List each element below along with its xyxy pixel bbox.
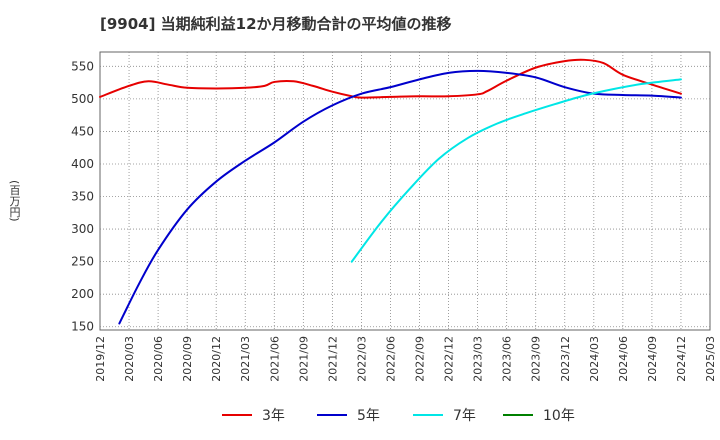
y-tick-label: 550 — [71, 59, 94, 73]
legend-label: 10年 — [543, 408, 575, 424]
y-tick-label: 200 — [71, 287, 94, 301]
x-tick-label: 2022/06 — [384, 336, 397, 382]
y-tick-label: 300 — [71, 222, 94, 236]
x-tick-label: 2022/03 — [355, 336, 368, 382]
legend-item: 3年 — [222, 404, 285, 426]
legend-swatch — [222, 414, 252, 416]
y-tick-label: 350 — [71, 190, 94, 204]
legend-swatch — [317, 414, 347, 416]
y-tick-label: 500 — [71, 92, 94, 106]
x-tick-label: 2020/06 — [152, 336, 165, 382]
legend-item: 10年 — [503, 404, 575, 426]
x-tick-label: 2024/03 — [588, 336, 601, 382]
chart-title: [9904] 当期純利益12か月移動合計の平均値の推移 — [100, 15, 452, 33]
series-line-5年 — [118, 69, 682, 325]
legend-swatch — [503, 414, 533, 416]
x-tick-label: 2019/12 — [94, 336, 107, 382]
x-tick-label: 2023/06 — [501, 336, 514, 382]
y-tick-label: 400 — [71, 157, 94, 171]
x-tick-label: 2024/06 — [617, 336, 630, 382]
series-line-3年 — [99, 58, 682, 99]
chart-legend: 3年 5年 7年 10年 — [0, 404, 720, 426]
x-tick-label: 2021/06 — [268, 336, 281, 382]
plot-frame — [99, 51, 711, 331]
x-tick-label: 2022/12 — [443, 336, 456, 382]
x-tick-label: 2020/03 — [123, 336, 136, 382]
legend-item: 5年 — [317, 404, 380, 426]
legend-item: 7年 — [413, 404, 476, 426]
x-tick-label: 2021/12 — [326, 336, 339, 382]
x-tick-label: 2020/12 — [210, 336, 223, 382]
y-axis-label: (百万円) — [8, 180, 21, 222]
y-tick-label: 450 — [71, 124, 94, 138]
x-tick-label: 2021/03 — [239, 336, 252, 382]
x-tick-label: 2025/03 — [704, 336, 717, 382]
y-tick-label: 250 — [71, 255, 94, 269]
x-tick-label: 2023/12 — [559, 336, 572, 382]
legend-label: 3年 — [262, 408, 285, 424]
x-tick-label: 2023/09 — [530, 336, 543, 382]
x-tick-label: 2020/09 — [181, 336, 194, 382]
legend-label: 7年 — [453, 408, 476, 424]
x-tick-label: 2024/12 — [675, 336, 688, 382]
series-line-7年 — [350, 78, 682, 263]
x-tick-label: 2022/09 — [414, 336, 427, 382]
legend-swatch — [413, 414, 443, 416]
y-tick-label: 150 — [71, 320, 94, 334]
x-tick-label: 2021/09 — [297, 336, 310, 382]
x-tick-label: 2024/09 — [646, 336, 659, 382]
x-tick-label: 2023/03 — [472, 336, 485, 382]
legend-label: 5年 — [357, 408, 380, 424]
